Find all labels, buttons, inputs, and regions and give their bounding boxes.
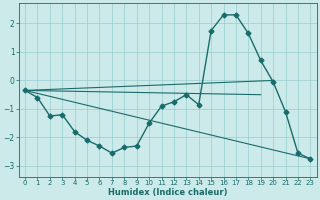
X-axis label: Humidex (Indice chaleur): Humidex (Indice chaleur) — [108, 188, 228, 197]
